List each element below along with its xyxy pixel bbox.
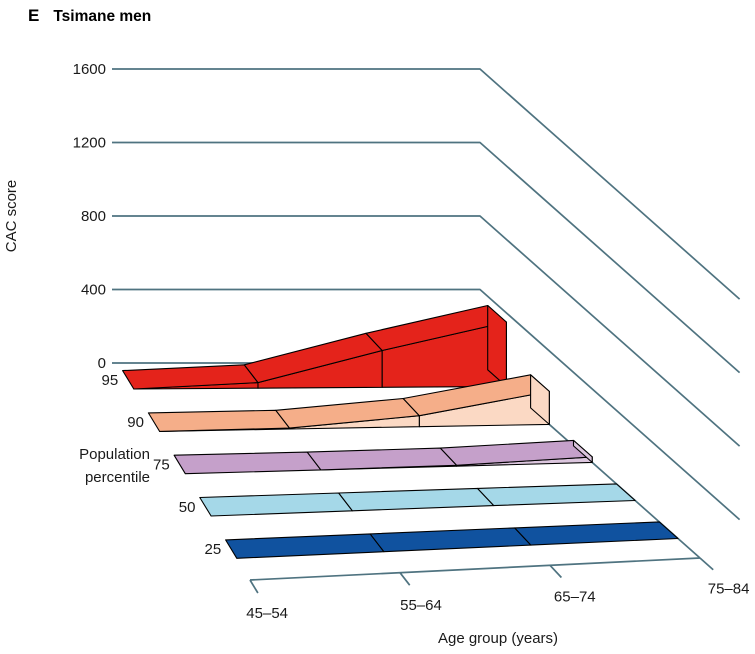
gridline-cac-1600 (112, 68, 741, 300)
ribbon-p90 (147, 374, 550, 432)
ribbon-top-segment (173, 451, 322, 475)
cac-tick-label: 0 (98, 355, 106, 372)
percentile-tick-label: 90 (127, 414, 144, 431)
x-axis-title: Age group (years) (438, 630, 558, 647)
cac-tick-label: 400 (81, 282, 106, 299)
gridline-cac-800 (112, 215, 741, 447)
age-axis-tick (549, 564, 563, 579)
age-axis-tick (699, 557, 714, 571)
ribbon-top-segment (369, 527, 532, 553)
z-axis-title-line: Population (79, 446, 150, 463)
cac-tick-label: 800 (81, 208, 106, 225)
ribbon-top-segment (199, 492, 353, 517)
gridline-cac-400 (112, 288, 741, 521)
cac-tick-label: 1600 (73, 61, 106, 78)
percentile-tick-label: 75 (153, 456, 170, 473)
z-axis-title-line: percentile (85, 469, 150, 486)
ribbon-p75 (173, 439, 593, 475)
age-tick-label: 55–64 (400, 597, 442, 614)
gridline-cac-1200 (112, 141, 741, 374)
ribbon-top-segment (338, 487, 495, 512)
age-axis-tick (249, 579, 259, 594)
panel-letter: E (28, 6, 40, 25)
age-axis-line (249, 557, 701, 581)
age-tick-label: 65–74 (554, 589, 596, 606)
ribbon-end-cap (530, 374, 550, 425)
panel-title: Tsimane men (53, 8, 152, 25)
panel-header: E Tsimane men (28, 6, 151, 26)
age-axis (249, 557, 714, 594)
ribbon-p50 (199, 483, 636, 517)
ribbon-p25 (225, 521, 679, 559)
ribbon-end-cap (572, 439, 593, 463)
y-axis-title: CAC score (3, 180, 20, 253)
grid-lines (112, 68, 741, 559)
cac-tick-label: 1200 (73, 135, 106, 152)
age-axis-tick (399, 572, 411, 586)
percentile-tick-label: 95 (102, 372, 119, 389)
ribbon-top-segment (514, 521, 679, 546)
percentile-tick-label: 25 (205, 541, 222, 558)
ribbon-top-segment (147, 409, 291, 432)
age-tick-label: 45–54 (246, 605, 288, 622)
age-tick-label: 75–84 (708, 580, 750, 597)
ribbon-top-segment (476, 483, 636, 507)
percentile-tick-label: 50 (179, 499, 196, 516)
ribbon-top-segment (225, 533, 385, 559)
ribbon-p95 (122, 304, 507, 390)
